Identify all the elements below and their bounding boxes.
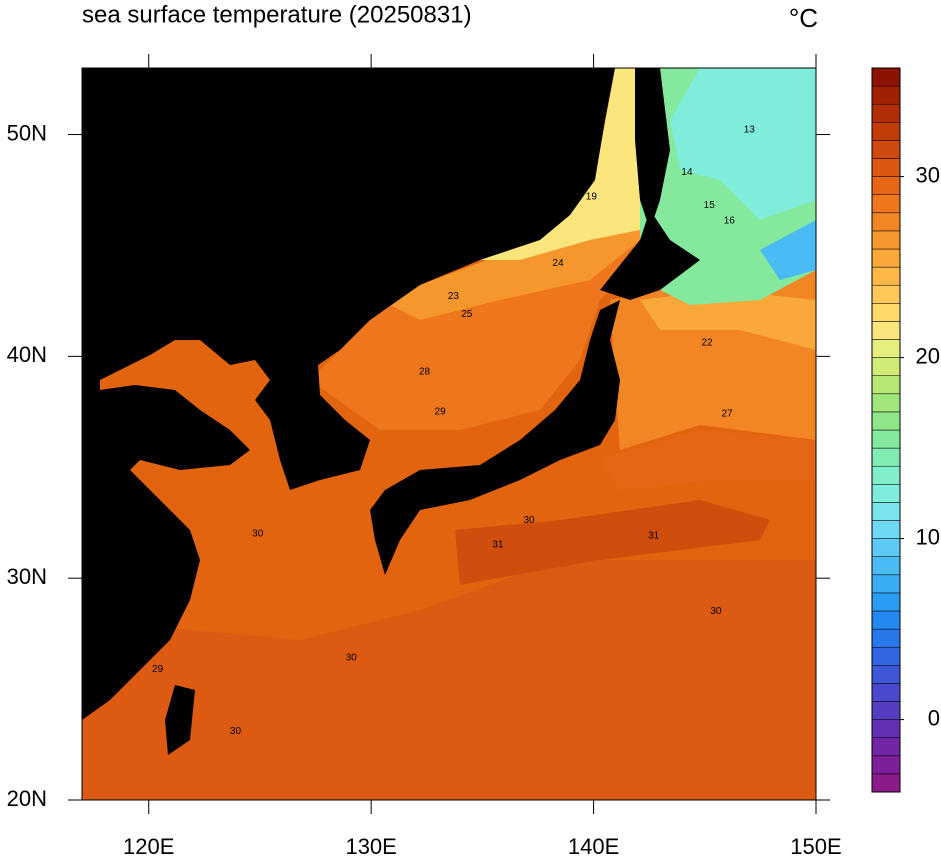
colorbar-box xyxy=(871,176,901,195)
contour-label: 30 xyxy=(346,653,358,664)
x-tick-label: 150E xyxy=(790,834,841,858)
y-tick-label: 30N xyxy=(7,564,47,589)
contour-label: 29 xyxy=(435,406,447,417)
contour-label: 30 xyxy=(230,726,242,737)
contour-label: 19 xyxy=(586,191,598,202)
sea-of-japan-north xyxy=(380,68,640,320)
okhotsk-coldest xyxy=(760,220,816,280)
contour-label: 30 xyxy=(524,515,536,526)
colorbar-tick-label: 30 xyxy=(916,162,940,187)
contour-label: 31 xyxy=(492,540,504,551)
ocean-band xyxy=(600,430,816,490)
sea-of-japan xyxy=(310,68,640,430)
colorbar-box xyxy=(871,266,901,286)
sea-of-japan-cold xyxy=(480,68,640,260)
colorbar-box xyxy=(871,719,901,738)
ocean-warm xyxy=(82,560,816,800)
colorbar-box xyxy=(871,103,901,123)
colorbar-box xyxy=(871,85,901,105)
colorbar-box xyxy=(871,773,901,793)
contour-label: 29 xyxy=(152,664,164,675)
contour-label: 30 xyxy=(252,528,264,539)
colorbar-box xyxy=(871,556,901,576)
contour-label: 15 xyxy=(704,200,716,211)
land-hokkaido xyxy=(600,210,700,300)
colorbar-box xyxy=(871,303,901,322)
colorbar-box xyxy=(871,140,901,159)
colorbar-box xyxy=(871,230,901,250)
map-frame xyxy=(81,67,817,801)
colorbar-tick-label: 20 xyxy=(916,343,940,368)
contour-label: 25 xyxy=(461,309,473,320)
okhotsk-cold xyxy=(670,68,816,220)
colorbar-box xyxy=(871,574,901,594)
contour-label: 22 xyxy=(701,338,713,349)
contour-label: 16 xyxy=(724,216,736,227)
colorbar-box xyxy=(871,357,901,376)
colorbar-box xyxy=(871,122,901,141)
colorbar-box xyxy=(871,592,901,612)
colorbar-box xyxy=(871,67,901,87)
x-tick-label: 120E xyxy=(123,834,174,858)
unit-label: °C xyxy=(789,3,818,33)
colorbar-box xyxy=(871,447,901,467)
colorbar-box xyxy=(871,737,901,757)
colorbar-box xyxy=(871,375,901,395)
y-tick-label: 20N xyxy=(7,786,47,811)
colorbar-box xyxy=(871,665,901,684)
x-tick-label: 140E xyxy=(568,834,619,858)
colorbar-box xyxy=(871,646,901,666)
land-taiwan xyxy=(165,685,195,755)
colorbar-box xyxy=(871,194,901,214)
colorbar-box xyxy=(871,212,901,232)
colorbar-box xyxy=(871,465,901,485)
colorbar-box xyxy=(871,755,901,775)
contour-label: 28 xyxy=(419,367,431,378)
y-tick-label: 40N xyxy=(7,342,47,367)
title: sea surface temperature (20250831) xyxy=(82,1,472,28)
colorbar-box xyxy=(871,411,901,431)
colorbar-box xyxy=(871,484,901,503)
colorbar-tick-label: 10 xyxy=(916,524,940,549)
y-tick-label: 50N xyxy=(7,120,47,145)
colorbar-box xyxy=(871,502,901,521)
ocean-northeast xyxy=(640,290,816,350)
land-sakhalin xyxy=(635,68,670,230)
colorbar-box xyxy=(871,284,901,304)
contour-label: 23 xyxy=(448,291,460,302)
colorbar-box xyxy=(871,701,901,720)
contour-label: 31 xyxy=(648,531,660,542)
colorbar-box xyxy=(871,520,901,539)
ocean-warmest xyxy=(455,500,770,585)
colorbar-box xyxy=(871,248,901,268)
colorbar-box xyxy=(871,538,901,557)
colorbar-frame xyxy=(871,67,901,793)
colorbar-box xyxy=(871,393,901,413)
map-area xyxy=(82,68,816,800)
contour-label: 13 xyxy=(744,125,756,136)
contour-label: 14 xyxy=(681,167,693,178)
contour-label: 30 xyxy=(710,606,722,617)
land-japan xyxy=(370,300,620,575)
colorbar-tick-label: 0 xyxy=(928,705,940,730)
land-continent xyxy=(82,68,615,720)
contour-label: 27 xyxy=(721,409,733,420)
x-tick-label: 130E xyxy=(345,834,396,858)
colorbar-box xyxy=(871,339,901,358)
colorbar-box xyxy=(871,158,901,177)
colorbar-box xyxy=(871,628,901,648)
colorbar-box xyxy=(871,429,901,449)
contour-label: 24 xyxy=(552,258,564,269)
colorbar-box xyxy=(871,610,901,630)
colorbar-box xyxy=(871,321,901,340)
colorbar-box xyxy=(871,683,901,702)
